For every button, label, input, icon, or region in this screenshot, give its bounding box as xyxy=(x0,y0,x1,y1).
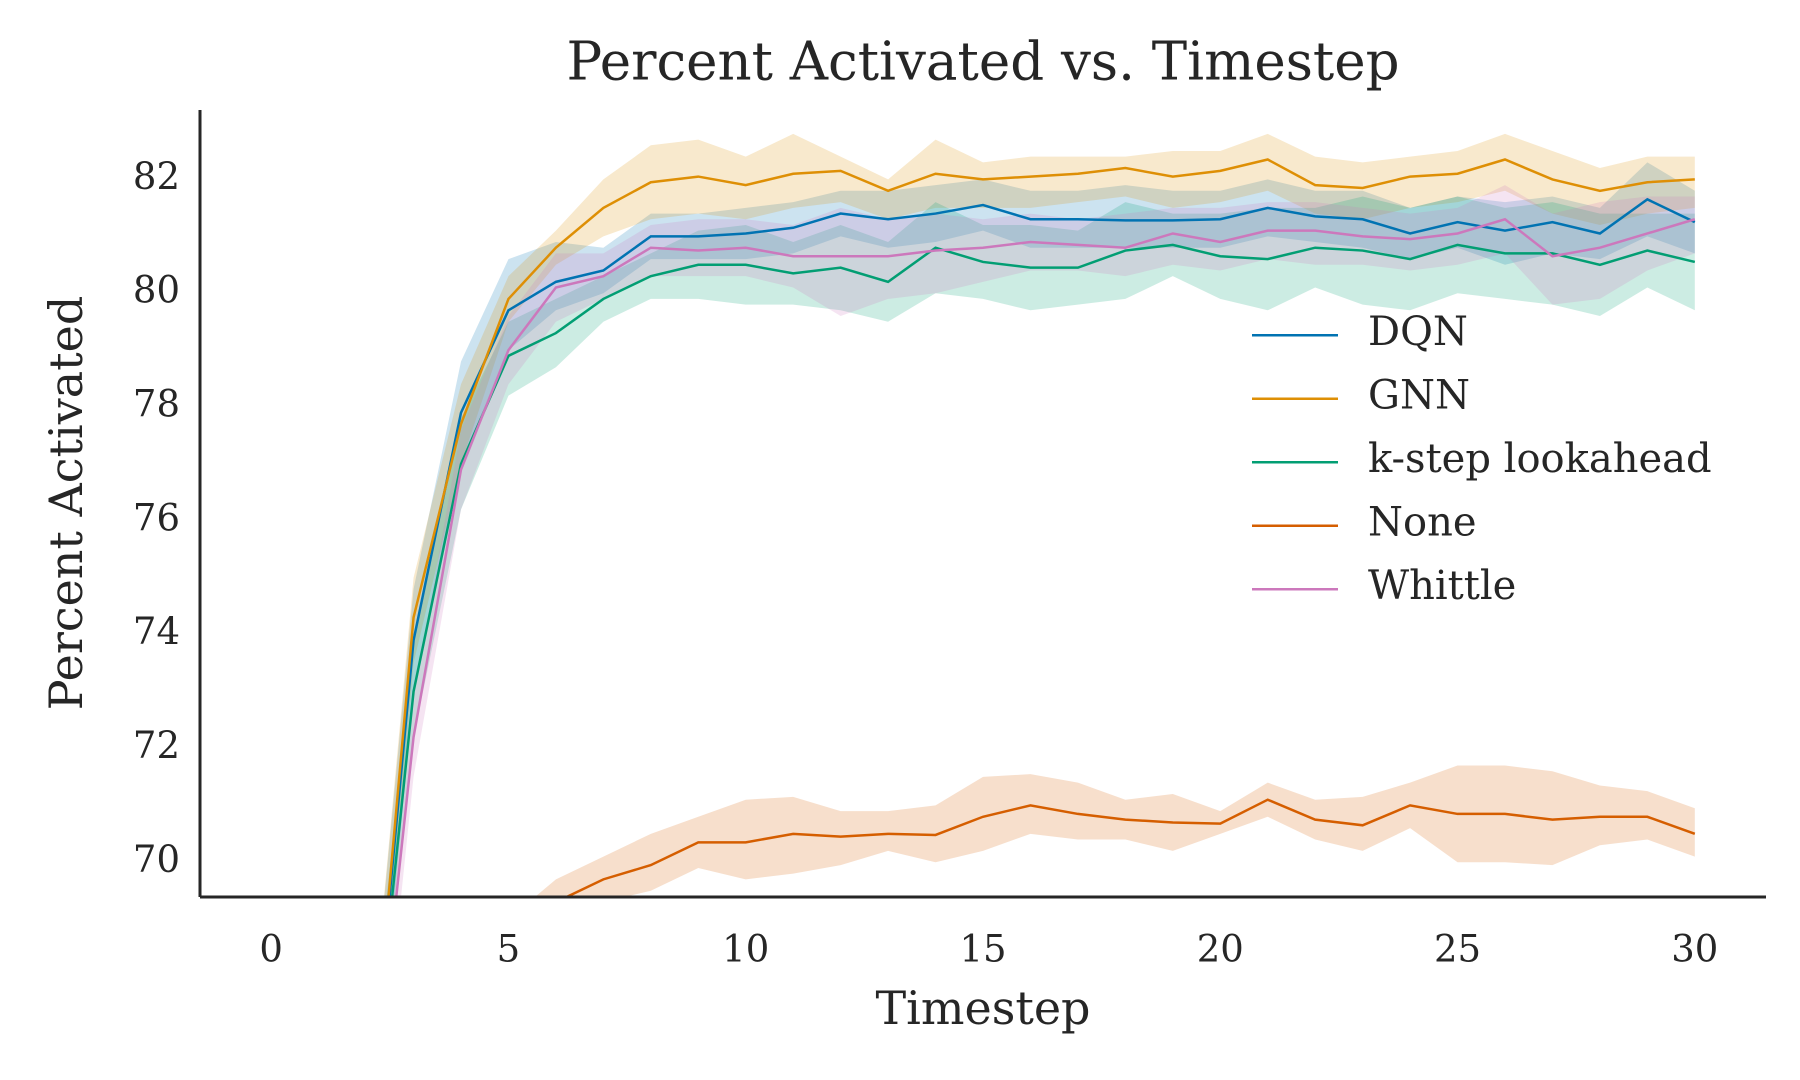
y-tick-label: 80 xyxy=(133,269,180,312)
y-tick-label: 74 xyxy=(133,610,180,653)
series-line xyxy=(388,197,1696,897)
x-tick-label: 10 xyxy=(722,928,769,971)
y-tick-label: 78 xyxy=(133,383,180,426)
x-tick-label: 5 xyxy=(497,928,521,971)
y-tick-label: 70 xyxy=(133,838,180,881)
series-line xyxy=(563,798,1696,897)
x-tick-label: 20 xyxy=(1197,928,1244,971)
legend-label: DQN xyxy=(1368,309,1468,355)
legend-label: k-step lookahead xyxy=(1368,436,1712,482)
series-line xyxy=(387,158,1695,897)
legend: DQN GNN k-step lookahead None Whittle xyxy=(1252,309,1712,609)
y-tick-label: 82 xyxy=(133,155,180,198)
confidence-band xyxy=(383,133,1695,897)
ticks: 0 5 10 15 20 25 30 70 72 74 76 78 80 82 xyxy=(133,155,1718,971)
legend-label: Whittle xyxy=(1368,563,1516,609)
x-tick-label: 15 xyxy=(959,928,1006,971)
confidence-band xyxy=(386,196,1695,897)
series-line xyxy=(390,243,1696,897)
x-tick-label: 0 xyxy=(259,928,283,971)
legend-label: None xyxy=(1368,500,1477,546)
x-axis-label: Timestep xyxy=(876,981,1091,1035)
confidence-band xyxy=(534,765,1695,897)
x-tick-label: 25 xyxy=(1434,928,1481,971)
y-tick-label: 76 xyxy=(133,496,180,539)
series-line xyxy=(394,217,1696,897)
x-tick-label: 30 xyxy=(1671,928,1718,971)
chart-title: Percent Activated vs. Timestep xyxy=(566,32,1399,93)
confidence-band xyxy=(384,162,1695,897)
y-tick-label: 72 xyxy=(133,724,180,767)
legend-label: GNN xyxy=(1368,373,1470,419)
lines xyxy=(387,158,1696,897)
y-axis-label: Percent Activated xyxy=(39,296,93,711)
